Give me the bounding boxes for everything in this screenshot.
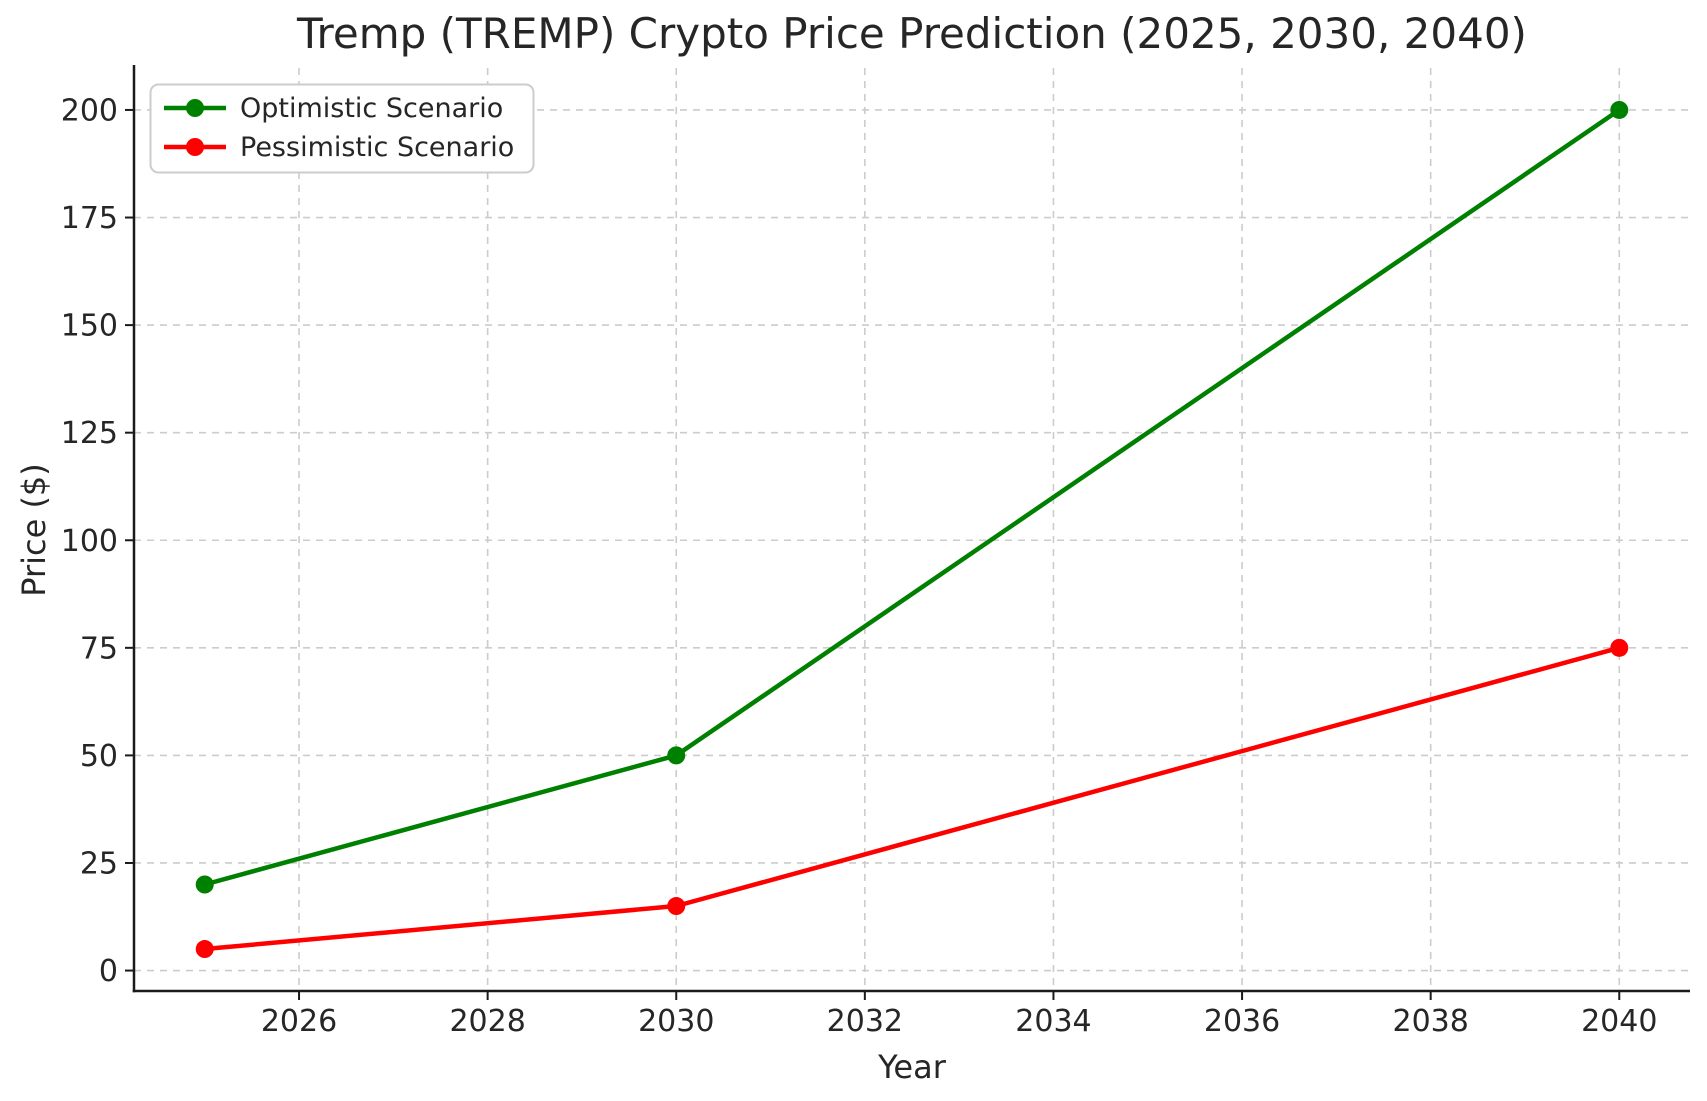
y-tick-label: 200 <box>61 93 118 128</box>
optimistic-data-point <box>1610 100 1629 119</box>
optimistic-data-point <box>667 746 686 765</box>
y-tick-label: 125 <box>61 416 118 451</box>
y-tick-label: 75 <box>80 631 118 666</box>
legend-box <box>149 83 535 174</box>
x-tick-label: 2026 <box>261 1004 337 1039</box>
y-tick-label: 175 <box>61 201 118 236</box>
legend-entry-pessimistic: Pessimistic Scenario <box>164 132 514 163</box>
pessimistic-data-point <box>195 940 214 959</box>
legend-entry-optimistic: Optimistic Scenario <box>164 93 503 124</box>
x-tick-label: 2030 <box>638 1004 714 1039</box>
y-tick-label: 100 <box>61 524 118 559</box>
optimistic-series-line <box>204 108 1621 887</box>
x-tick-label: 2034 <box>1015 1004 1091 1039</box>
pessimistic-data-point <box>1610 638 1629 657</box>
x-tick-label: 2040 <box>1581 1004 1657 1039</box>
x-tick-label: 2036 <box>1204 1004 1280 1039</box>
x-tick-label: 2032 <box>827 1004 903 1039</box>
x-tick-label: 2028 <box>449 1004 525 1039</box>
pessimistic-data-point <box>667 897 686 916</box>
legend-label-pessimistic: Pessimistic Scenario <box>240 132 514 163</box>
gridlines <box>134 68 1690 991</box>
legend-label-optimistic: Optimistic Scenario <box>240 93 503 124</box>
y-tick-label: 150 <box>61 309 118 344</box>
y-tick-label: 0 <box>99 954 118 989</box>
tick-labels: 2026 2028 2030 2032 2034 2036 2038 2040 0 25 50 75 1… <box>61 93 1658 1039</box>
legend: Optimistic Scenario Pessimistic Scenario <box>149 83 535 174</box>
pessimistic-marker-icon <box>186 138 204 156</box>
optimistic-marker-icon <box>186 99 204 117</box>
optimistic-data-point <box>195 875 214 894</box>
data-series <box>195 100 1629 959</box>
x-axis-label: Year <box>877 1048 947 1086</box>
axes <box>125 65 1690 1000</box>
chart-title: Tremp (TREMP) Crypto Price Prediction (2… <box>296 9 1527 58</box>
y-tick-label: 50 <box>80 739 118 774</box>
y-tick-label: 25 <box>80 846 118 881</box>
pessimistic-series-line <box>204 645 1620 952</box>
x-tick-label: 2038 <box>1392 1004 1468 1039</box>
y-axis-label: Price ($) <box>15 463 53 597</box>
